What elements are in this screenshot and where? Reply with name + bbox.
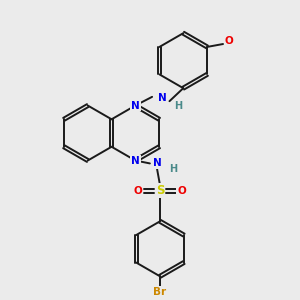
Text: H: H: [169, 164, 177, 174]
Text: S: S: [156, 184, 164, 197]
Text: N: N: [131, 100, 140, 110]
Text: Br: Br: [153, 287, 167, 297]
Text: H: H: [174, 100, 182, 110]
Text: O: O: [177, 186, 186, 196]
Text: N: N: [158, 93, 167, 103]
Text: N: N: [153, 158, 161, 168]
Text: O: O: [134, 186, 143, 196]
Text: O: O: [224, 36, 233, 46]
Text: N: N: [131, 155, 140, 166]
